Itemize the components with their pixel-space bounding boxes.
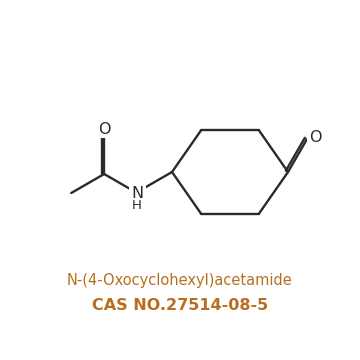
Text: CAS NO.27514-08-5: CAS NO.27514-08-5 [92,297,268,312]
Text: H: H [132,198,142,212]
Text: N: N [131,185,143,201]
Text: O: O [309,130,321,145]
Text: N-(4-Oxocyclohexyl)acetamide: N-(4-Oxocyclohexyl)acetamide [67,273,293,288]
Text: O: O [98,122,111,136]
